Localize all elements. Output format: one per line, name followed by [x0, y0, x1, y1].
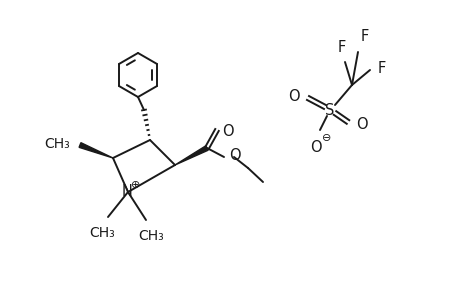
- Polygon shape: [174, 146, 208, 165]
- Text: ⊖: ⊖: [322, 133, 331, 143]
- Text: F: F: [377, 61, 386, 76]
- Text: S: S: [325, 103, 334, 118]
- Text: O: O: [222, 124, 233, 139]
- Text: O: O: [229, 148, 240, 163]
- Text: CH₃: CH₃: [89, 226, 115, 240]
- Text: O: O: [309, 140, 321, 155]
- Text: O: O: [288, 88, 299, 104]
- Text: F: F: [337, 40, 345, 55]
- Text: CH₃: CH₃: [138, 229, 163, 243]
- Text: O: O: [355, 116, 367, 131]
- Text: N: N: [121, 184, 132, 200]
- Text: CH₃: CH₃: [44, 137, 70, 151]
- Text: ⊕: ⊕: [131, 180, 140, 190]
- Polygon shape: [79, 143, 113, 158]
- Text: F: F: [360, 29, 369, 44]
